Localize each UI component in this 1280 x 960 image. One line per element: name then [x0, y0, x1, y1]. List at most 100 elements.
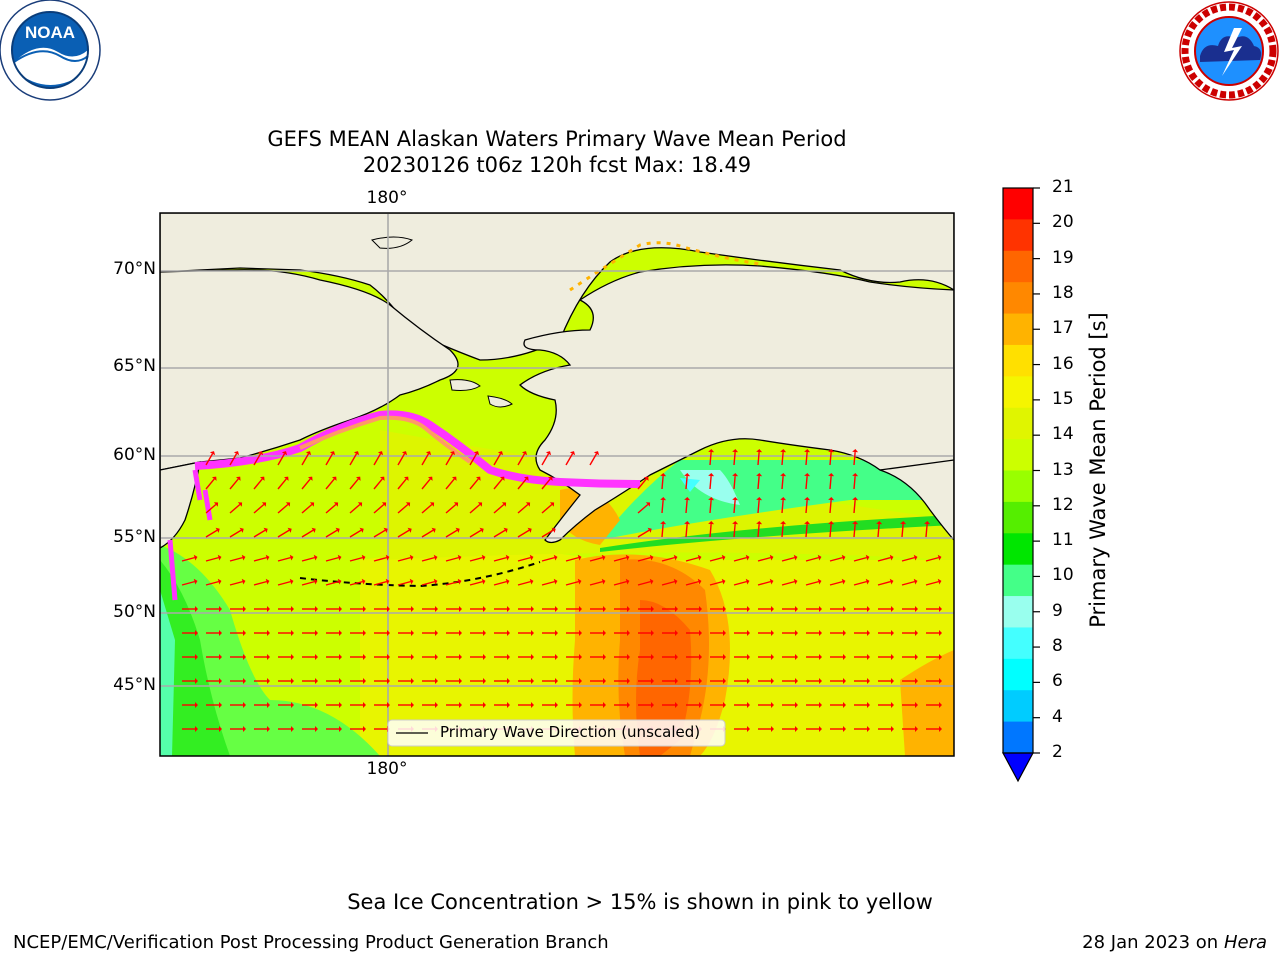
wave-arrow-shaft	[469, 529, 482, 538]
wave-arrow-head	[675, 678, 678, 684]
colorbar-tick-label: 9	[1052, 600, 1063, 621]
wave-arrow-shaft	[325, 453, 334, 466]
wave-arrow-head	[780, 473, 787, 477]
wave-arrow-shaft	[805, 580, 819, 586]
wave-arrow-shaft	[421, 503, 433, 514]
map-legend	[387, 719, 726, 747]
wave-arrow-head	[651, 654, 654, 660]
wave-arrow-head	[219, 654, 222, 660]
wave-arrow-head	[579, 606, 582, 612]
wave-arrow-head	[237, 502, 243, 507]
wave-arrow-head	[363, 678, 366, 684]
wave-arrow-head	[769, 554, 774, 561]
wave-arrow-head	[553, 578, 558, 585]
wave-arrow-head	[215, 527, 220, 533]
land-arctic	[160, 213, 954, 361]
wave-arrow-head	[747, 726, 750, 732]
wave-arrow-head	[747, 678, 750, 684]
wave-arrow-shaft	[205, 503, 217, 514]
wave-arrow-shaft	[445, 478, 455, 490]
wave-arrow-shaft	[781, 499, 784, 514]
wave-arrow-head	[387, 678, 390, 684]
wave-arrow-shaft	[349, 478, 359, 490]
wave-arrow-shaft	[565, 580, 579, 586]
wave-arrow-shaft	[853, 475, 856, 490]
wave-arrow-head	[843, 630, 846, 636]
colorbar-tick-label: 10	[1052, 565, 1074, 586]
wave-arrow-shaft	[565, 453, 574, 466]
wave-arrow-head	[195, 630, 198, 636]
wave-arrow-head	[381, 502, 387, 507]
wave-arrow-head	[939, 654, 942, 660]
wave-arrow-head	[579, 630, 582, 636]
wave-arrow-head	[361, 554, 366, 561]
wave-arrow-head	[723, 702, 726, 708]
wave-arrow-shaft	[877, 556, 891, 562]
wave-arrow-shaft	[589, 556, 603, 562]
colorbar-tick-label: 6	[1052, 671, 1063, 692]
wave-arrow-shaft	[373, 556, 387, 562]
wave-arrow-shaft	[829, 499, 832, 514]
wave-arrow-head	[939, 726, 942, 732]
wave-arrow-head	[411, 702, 414, 708]
footer-date: 28 Jan 2023 on	[1082, 932, 1224, 953]
wave-arrow-head	[425, 451, 432, 456]
wave-arrow-shaft	[637, 529, 650, 538]
wave-arrow-head	[699, 654, 702, 660]
wave-arrow-head	[708, 473, 715, 477]
wave-arrow-head	[804, 521, 811, 525]
wave-arrow-shaft	[805, 523, 808, 538]
wave-arrow-head	[675, 630, 678, 636]
wave-arrow-shaft	[517, 478, 527, 490]
wave-arrow-head	[337, 554, 342, 561]
wave-arrow-head	[339, 654, 342, 660]
map-frame	[159, 212, 955, 757]
wave-arrow-head	[649, 554, 654, 561]
wave-arrow-shaft	[205, 453, 214, 466]
colorbar-segment	[1003, 721, 1033, 754]
wave-arrow-shaft	[253, 556, 267, 562]
wave-arrow-shaft	[301, 580, 315, 586]
wave-arrow-head	[483, 654, 486, 660]
wave-arrow-head	[819, 678, 822, 684]
wave-arrow-head	[195, 678, 198, 684]
wave-arrow-head	[457, 578, 462, 585]
wave-arrow-head	[531, 654, 534, 660]
wave-arrow-shaft	[253, 453, 262, 466]
wave-arrow-head	[531, 678, 534, 684]
noaa-text: NOAA	[25, 23, 75, 42]
wave-arrow-shaft	[637, 556, 651, 562]
wave-arrow-shaft	[541, 478, 551, 490]
wave-arrow-head	[387, 654, 390, 660]
sea-ice-note: Sea Ice Concentration > 15% is shown in …	[347, 890, 933, 914]
wave-arrow-head	[331, 476, 337, 481]
colorbar-tick-label: 21	[1052, 177, 1074, 197]
wave-arrow-shaft	[877, 523, 880, 538]
wave-arrow-head	[429, 502, 435, 507]
wave-arrow-shaft	[517, 580, 531, 586]
wave-arrow-head	[603, 630, 606, 636]
wave-arrow-head	[307, 476, 313, 481]
wave-arrow-head	[339, 726, 342, 732]
wave-arrow-head	[937, 578, 942, 585]
wave-arrow-shaft	[853, 580, 867, 586]
wave-arrow-head	[355, 476, 361, 481]
wave-arrow-head	[756, 497, 763, 501]
wave-arrow-head	[313, 554, 318, 561]
wave-arrow-head	[675, 702, 678, 708]
wave-arrow-head	[771, 726, 774, 732]
wave-arrow-shaft	[181, 580, 195, 586]
wave-arrow-head	[828, 497, 835, 501]
wave-arrow-head	[891, 678, 894, 684]
wave-arrow-head	[459, 606, 462, 612]
wave-arrow-shaft	[541, 580, 555, 586]
wave-arrow-head	[889, 554, 894, 561]
wave-arrow-shaft	[397, 529, 410, 538]
colorbar-segment	[1003, 313, 1033, 346]
wave-arrow-shaft	[373, 580, 387, 586]
wave-arrow-head	[852, 497, 859, 501]
wave-arrow-shaft	[469, 580, 483, 586]
wave-arrow-shaft	[397, 478, 407, 490]
wave-arrow-head	[647, 527, 652, 533]
